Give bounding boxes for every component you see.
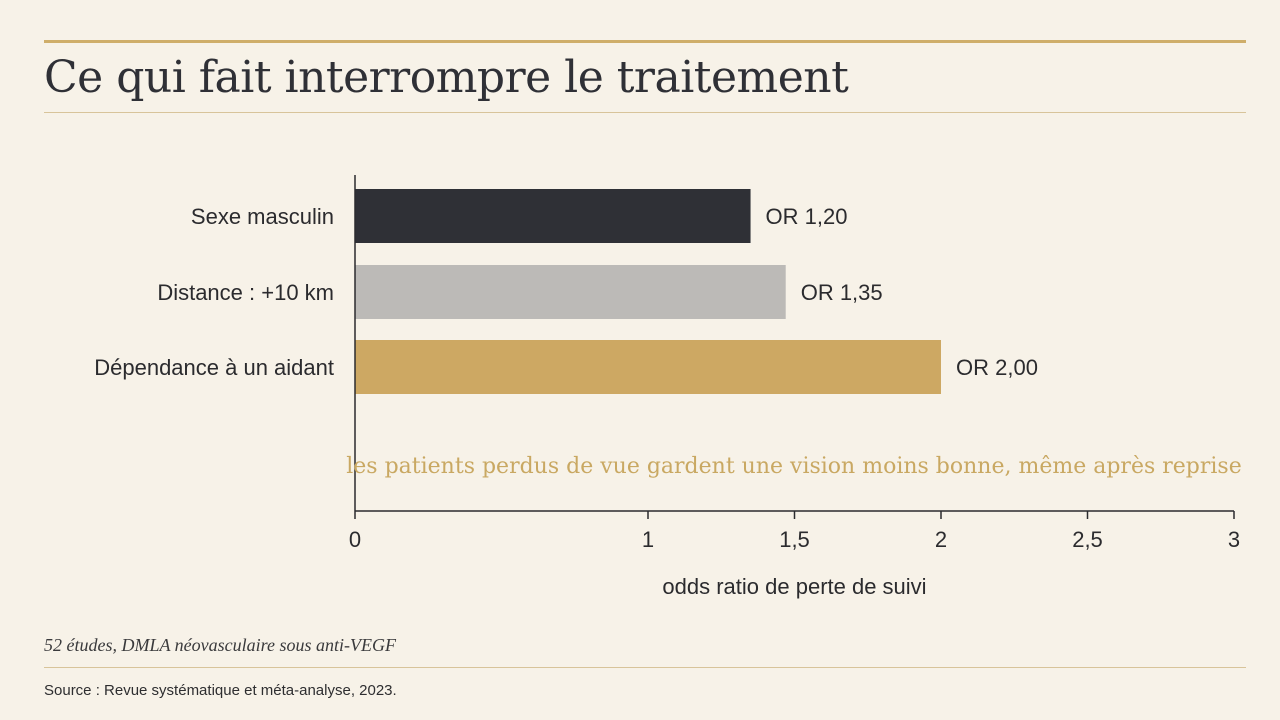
category-label-distance-10-km: Distance : +10 km (157, 280, 334, 305)
bottom-rule (44, 667, 1246, 668)
chart-annotation: les patients perdus de vue gardent une v… (346, 454, 1241, 479)
x-axis-label: odds ratio de perte de suivi (662, 574, 926, 599)
source-line: Source : Revue systématique et méta-anal… (44, 682, 397, 699)
value-label-distance-10-km: OR 1,35 (801, 280, 883, 305)
chart-title: Ce qui fait interrompre le traitement (44, 52, 849, 103)
title-rule (44, 112, 1246, 113)
x-tick-label: 1,5 (779, 527, 810, 552)
bar-sexe-masculin (355, 189, 751, 243)
x-tick-label: 1 (642, 527, 654, 552)
x-tick-label: 2 (935, 527, 947, 552)
top-rule (44, 40, 1246, 43)
study-note: 52 études, DMLA néovasculaire sous anti-… (44, 635, 396, 655)
category-label-sexe-masculin: Sexe masculin (191, 204, 334, 229)
value-label-sexe-masculin: OR 1,20 (766, 204, 848, 229)
x-tick-label: 0 (349, 527, 361, 552)
bar-dependance-a-un-aidant (355, 340, 941, 394)
category-label-dependance-a-un-aidant: Dépendance à un aidant (94, 355, 334, 380)
x-tick-label: 3 (1228, 527, 1240, 552)
x-tick-label: 2,5 (1072, 527, 1103, 552)
bar-distance-10-km (355, 265, 786, 319)
value-label-dependance-a-un-aidant: OR 2,00 (956, 355, 1038, 380)
